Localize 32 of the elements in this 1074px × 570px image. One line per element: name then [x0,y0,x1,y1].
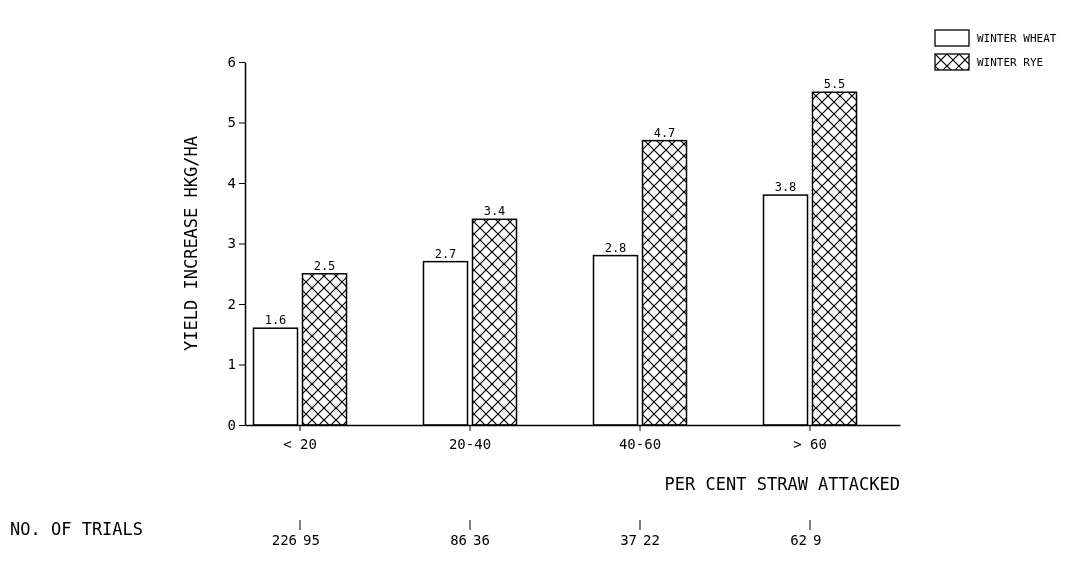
text: 37 [620,532,637,548]
data-label: 5.5 [823,77,846,92]
data-label: 2.5 [313,258,336,273]
text: 22 [643,532,660,548]
data-label: 3.4 [483,204,506,219]
y-tick-label: 1 [227,356,236,373]
x-tick-label: > 60 [793,436,827,452]
text: NO. OF TRIALS [10,519,144,539]
text: 86 [450,532,467,548]
y-tick-label: 4 [227,174,236,191]
legend-label: WINTER WHEAT [977,32,1057,45]
text: 62 [790,532,807,548]
data-label: 4.7 [653,125,676,140]
text: 36 [473,532,490,548]
x-tick-label: 20-40 [448,436,492,452]
y-tick-label: 6 [227,53,236,70]
y-axis-title: YIELD INCREASE HKG/HA [181,136,201,351]
y-tick-label: 3 [227,235,236,252]
y-tick-label: 0 [227,416,236,433]
data-label: 3.8 [774,180,797,195]
y-tick-label: 2 [227,295,236,312]
x-axis-title: PER CENT STRAW ATTACKED [664,474,900,494]
text: 9 [813,532,822,548]
x-tick-label: < 20 [283,436,317,452]
text: 226 [271,532,297,548]
data-label: 2.8 [604,240,627,255]
data-label: 2.7 [434,246,457,261]
x-tick-label: 40-60 [618,436,662,452]
y-tick-label: 5 [227,114,236,131]
data-label: 1.6 [264,313,287,328]
text: 95 [303,532,320,548]
legend-label: WINTER RYE [977,56,1044,69]
